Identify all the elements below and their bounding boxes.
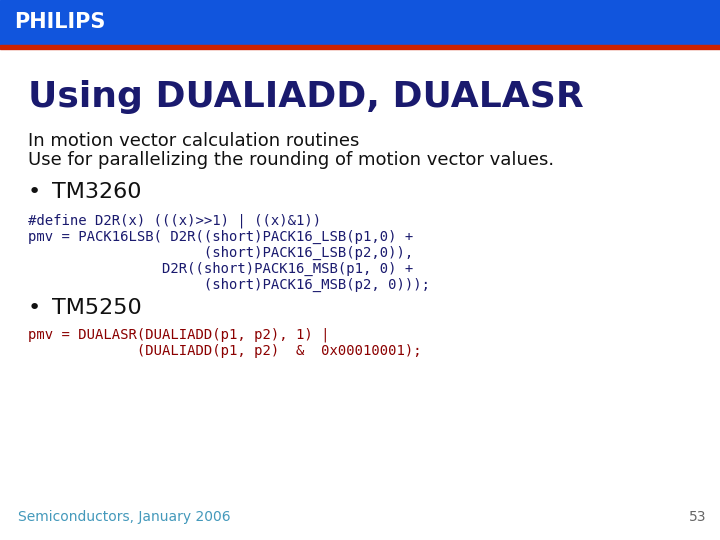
Text: pmv = PACK16LSB( D2R((short)PACK16_LSB(p1,0) +: pmv = PACK16LSB( D2R((short)PACK16_LSB(p… [28,230,413,244]
Text: TM5250: TM5250 [52,298,142,318]
Text: In motion vector calculation routines: In motion vector calculation routines [28,132,359,150]
Text: #define D2R(x) (((x)>>1) | ((x)&1)): #define D2R(x) (((x)>>1) | ((x)&1)) [28,214,321,228]
Text: PHILIPS: PHILIPS [14,12,105,32]
Text: pmv = DUALASR(DUALIADD(p1, p2), 1) |: pmv = DUALASR(DUALIADD(p1, p2), 1) | [28,328,330,342]
Text: TM3260: TM3260 [52,182,142,202]
Text: Use for parallelizing the rounding of motion vector values.: Use for parallelizing the rounding of mo… [28,151,554,169]
Text: Using DUALIADD, DUALASR: Using DUALIADD, DUALASR [28,80,584,114]
Text: (DUALIADD(p1, p2)  &  0x00010001);: (DUALIADD(p1, p2) & 0x00010001); [28,344,422,358]
Text: (short)PACK16_MSB(p2, 0)));: (short)PACK16_MSB(p2, 0))); [28,278,430,292]
Text: •: • [28,298,41,318]
Text: (short)PACK16_LSB(p2,0)),: (short)PACK16_LSB(p2,0)), [28,246,413,260]
Text: 53: 53 [688,510,706,524]
Text: Semiconductors, January 2006: Semiconductors, January 2006 [18,510,230,524]
Text: •: • [28,182,41,202]
Bar [0,45,720,49]
Bar [0,0,720,45]
Text: D2R((short)PACK16_MSB(p1, 0) +: D2R((short)PACK16_MSB(p1, 0) + [28,262,413,276]
